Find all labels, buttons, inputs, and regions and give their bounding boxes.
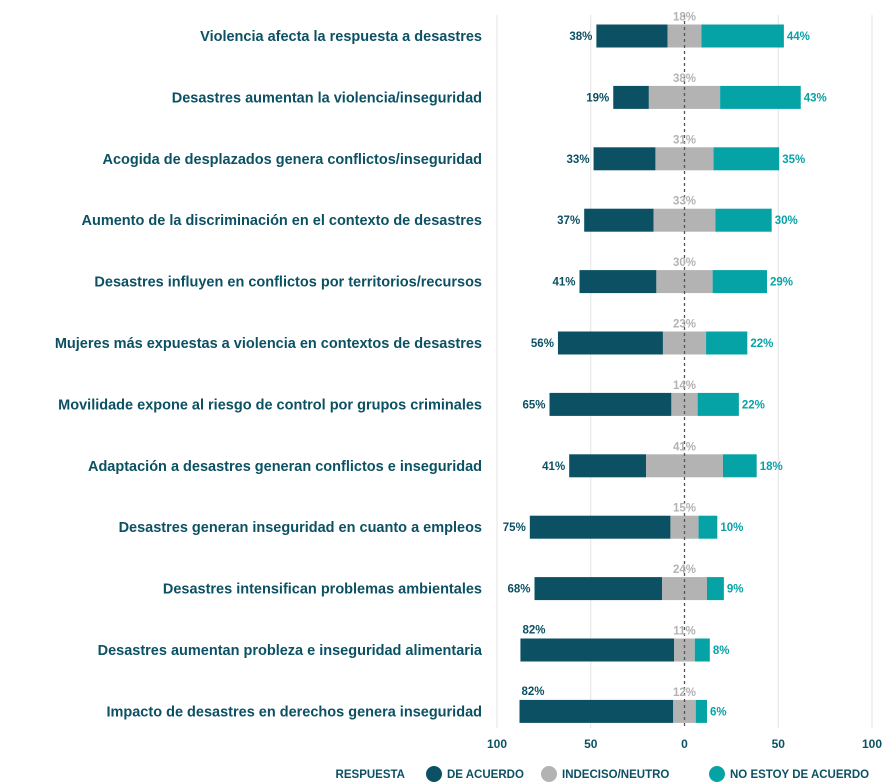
agree-value-label: 75% [503, 522, 526, 534]
x-axis-ticks: 100 50 0 50 100 [487, 737, 882, 751]
neutral-value-label: 11% [673, 626, 695, 638]
disagree-value-label: 30% [775, 215, 798, 227]
agree-value-label: 38% [569, 31, 592, 43]
agree-value-label: 56% [531, 338, 554, 350]
legend-label: NO ESTOY DE ACUERDO [730, 769, 869, 781]
bar-agree [519, 699, 674, 723]
x-tick-label: 0 [681, 737, 688, 751]
category-label: Desastres generan inseguridad en cuanto … [119, 520, 482, 536]
bar-disagree [694, 638, 710, 662]
disagree-value-label: 29% [770, 277, 793, 289]
x-tick-label: 50 [772, 737, 786, 751]
bar-disagree [712, 270, 767, 294]
disagree-value-label: 18% [760, 461, 783, 473]
agree-value-label: 19% [586, 92, 609, 104]
category-label: Desastres aumentan la violencia/inseguri… [172, 90, 482, 106]
legend-label: INDECISO/NEUTRO [562, 769, 669, 781]
bar-disagree [722, 454, 757, 478]
neutral-value-label: 15% [673, 503, 696, 515]
neutral-value-label: 33% [673, 196, 696, 208]
bar-disagree [706, 331, 748, 355]
bar-agree [569, 454, 647, 478]
labels: Violencia afecta la respuesta a desastre… [55, 12, 827, 721]
legend-title: RESPUESTA [336, 769, 405, 781]
category-label: Aumento de la discriminación en el conte… [82, 213, 482, 229]
disagree-value-label: 9% [727, 584, 744, 596]
bar-agree [557, 331, 663, 355]
bar-neutral [674, 638, 695, 662]
category-label: Violencia afecta la respuesta a desastre… [200, 29, 482, 45]
category-label: Desastres intensifican problemas ambient… [163, 582, 482, 598]
bar-neutral [655, 147, 714, 171]
legend-label: DE ACUERDO [447, 769, 524, 781]
bar-agree [534, 577, 662, 601]
bar-disagree [695, 699, 707, 723]
category-label: Acogida de desplazados genera conflictos… [103, 152, 483, 168]
legend-swatch [426, 766, 442, 782]
neutral-value-label: 38% [673, 73, 696, 85]
neutral-value-label: 12% [673, 687, 696, 699]
bar-disagree [698, 515, 718, 539]
agree-value-label: 82% [522, 625, 545, 637]
neutral-value-label: 24% [673, 564, 696, 576]
bar-disagree [713, 147, 780, 171]
bar-disagree [715, 208, 772, 232]
bar-agree [529, 515, 671, 539]
agree-value-label: 82% [522, 686, 545, 698]
neutral-value-label: 31% [673, 134, 696, 146]
bar-agree [593, 147, 656, 171]
neutral-value-label: 14% [673, 380, 696, 392]
disagree-value-label: 35% [782, 154, 805, 166]
agree-value-label: 33% [567, 154, 590, 166]
bar-agree [613, 85, 649, 109]
neutral-value-label: 41% [673, 441, 696, 453]
legend-swatch [709, 766, 725, 782]
bar-neutral [671, 392, 698, 416]
bar-disagree [720, 85, 801, 109]
bar-disagree [707, 577, 724, 601]
bar-disagree [701, 24, 784, 48]
bar-agree [549, 392, 672, 416]
category-label: Adaptación a desastres generan conflicto… [88, 459, 482, 475]
disagree-value-label: 8% [713, 645, 730, 657]
agree-value-label: 41% [552, 277, 575, 289]
bars [519, 24, 801, 723]
disagree-value-label: 10% [720, 522, 743, 534]
disagree-value-label: 22% [742, 399, 765, 411]
bar-neutral [662, 331, 707, 355]
disagree-value-label: 6% [710, 706, 727, 718]
bar-agree [579, 270, 657, 294]
agree-value-label: 65% [522, 399, 545, 411]
disagree-value-label: 22% [750, 338, 773, 350]
bar-disagree [697, 392, 739, 416]
legend: RESPUESTA DE ACUERDO INDECISO/NEUTRO NO EST… [336, 766, 869, 782]
category-label: Impacto de desastres en derechos genera … [106, 704, 482, 720]
category-label: Desastres influyen en conflictos por ter… [94, 275, 482, 291]
category-label: Mujeres más expuestas a violencia en con… [55, 336, 482, 352]
neutral-value-label: 23% [673, 319, 696, 331]
x-tick-label: 100 [487, 737, 507, 751]
agree-value-label: 37% [557, 215, 580, 227]
category-label: Movilidade expone al riesgo de control p… [58, 397, 482, 413]
category-label: Desastres aumentan probleza e insegurida… [98, 643, 483, 659]
bar-neutral [662, 577, 707, 601]
bar-agree [520, 638, 675, 662]
x-tick-label: 100 [862, 737, 882, 751]
x-tick-label: 50 [584, 737, 598, 751]
agree-value-label: 68% [507, 584, 530, 596]
disagree-value-label: 43% [804, 92, 827, 104]
disagree-value-label: 44% [787, 31, 810, 43]
bar-neutral [648, 85, 721, 109]
bar-agree [584, 208, 654, 232]
gridlines [496, 15, 873, 728]
agree-value-label: 41% [542, 461, 565, 473]
neutral-value-label: 30% [673, 257, 696, 269]
legend-swatch [541, 766, 557, 782]
bar-agree [596, 24, 668, 48]
neutral-value-label: 18% [673, 12, 696, 24]
